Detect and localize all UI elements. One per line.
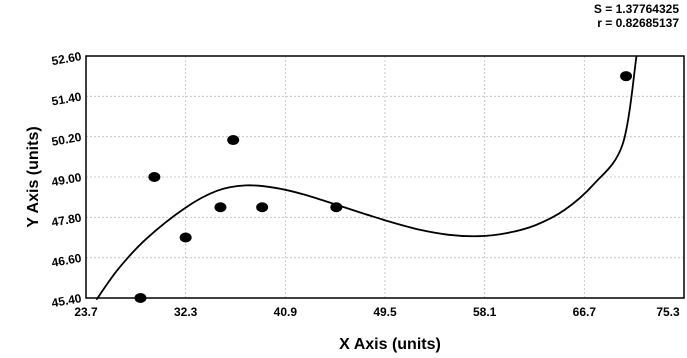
- y-tick-label: 46.60: [51, 251, 83, 270]
- x-tick-label: 23.7: [74, 305, 98, 319]
- x-tick-label: 40.9: [274, 305, 298, 319]
- x-tick-label: 32.3: [174, 305, 198, 319]
- x-tick-labels: 23.7 32.3 40.9 49.5 58.1 66.7 75.3: [74, 305, 680, 319]
- fit-statistics: S = 1.37764325 r = 0.82685137: [594, 2, 679, 30]
- data-points: [134, 71, 633, 303]
- data-point: [148, 172, 161, 182]
- y-tick-label: 52.60: [51, 49, 83, 68]
- x-axis-label: X Axis (units): [339, 336, 441, 353]
- x-tick-label: 66.7: [573, 305, 597, 319]
- data-point: [179, 232, 192, 243]
- data-point: [330, 202, 343, 213]
- s-value: S = 1.37764325: [593, 2, 679, 16]
- y-axis-label: Y Axis (units): [25, 126, 42, 227]
- data-point: [214, 202, 227, 213]
- x-tick-label: 75.3: [656, 305, 680, 319]
- y-tick-label: 47.80: [51, 210, 83, 229]
- x-tick-label: 58.1: [473, 305, 497, 319]
- gridlines: [86, 56, 684, 298]
- y-tick-labels: 45.40 46.60 47.80 49.00 50.20 51.40 52.60: [51, 49, 83, 310]
- data-point: [227, 135, 240, 146]
- r-value: r = 0.82685137: [597, 16, 679, 30]
- y-tick-label: 45.40: [51, 291, 83, 310]
- data-point: [256, 202, 269, 213]
- plot-frame: [85, 55, 685, 299]
- data-point: [620, 71, 633, 82]
- fit-curve: [95, 55, 638, 301]
- y-tick-label: 51.40: [51, 89, 83, 108]
- x-tick-label: 49.5: [373, 305, 397, 319]
- y-tick-label: 49.00: [51, 170, 83, 189]
- y-tick-label: 50.20: [51, 130, 83, 149]
- data-point: [134, 293, 147, 303]
